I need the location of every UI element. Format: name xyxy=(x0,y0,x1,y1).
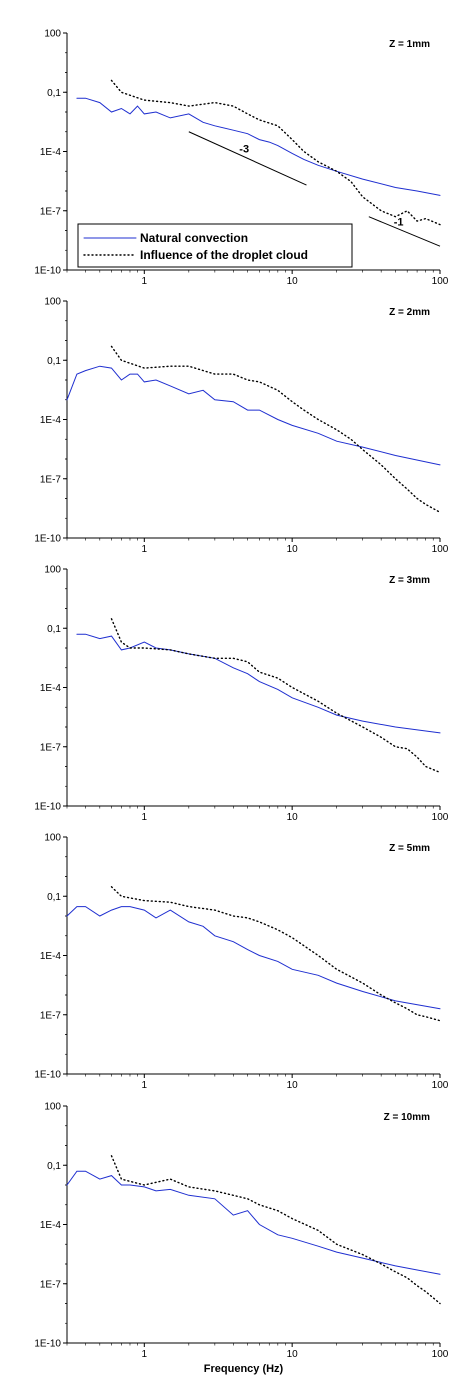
y-tick-label: 0,1 xyxy=(47,88,61,99)
y-tick-label: 0,1 xyxy=(47,1161,61,1172)
y-tick-label: 1E-10 xyxy=(34,1339,61,1350)
y-tick-label: 1E-7 xyxy=(40,474,62,485)
x-tick-label: 10 xyxy=(287,1080,299,1091)
y-tick-label: 0,1 xyxy=(47,892,61,903)
y-tick-label: 1E-4 xyxy=(40,415,62,426)
y-tick-label: 100 xyxy=(44,565,61,576)
y-tick-label: 1E-7 xyxy=(40,742,62,753)
x-tick-label: 10 xyxy=(287,544,299,555)
y-tick-label: 0,1 xyxy=(47,356,61,367)
x-tick-label: 1 xyxy=(142,812,148,823)
y-tick-label: 1E-4 xyxy=(40,1220,62,1231)
series-natural-convection-line xyxy=(76,97,441,196)
y-tick-label: 100 xyxy=(44,833,61,844)
chart-panel-2: 100 0,1 1E-4 1E-7 1E-10 1 10 100 Z = 2mm xyxy=(34,297,448,556)
legend-entry: Influence of the droplet cloud xyxy=(140,248,308,262)
y-tick-label: 1E-10 xyxy=(34,802,61,813)
series-droplet-cloud-line xyxy=(110,345,441,513)
series-droplet-cloud-line xyxy=(110,618,441,774)
y-tick-label: 100 xyxy=(44,297,61,308)
y-tick-label: 1E-7 xyxy=(40,1010,62,1021)
panel-label: Z = 1mm xyxy=(389,39,430,50)
y-tick-label: 1E-4 xyxy=(40,147,62,158)
y-tick-label: 1E-7 xyxy=(40,1279,62,1290)
x-tick-label: 1 xyxy=(142,276,148,287)
y-tick-label: 100 xyxy=(44,29,61,40)
y-tick-label: 0,1 xyxy=(47,624,61,635)
y-tick-label: 1E-10 xyxy=(34,266,61,277)
x-tick-label: 1 xyxy=(142,1080,148,1091)
series-droplet-cloud-line xyxy=(110,1155,441,1305)
y-tick-label: 1E-4 xyxy=(40,683,62,694)
series-natural-convection-line xyxy=(66,1170,441,1275)
legend-box xyxy=(77,223,353,268)
y-tick-label: 1E-7 xyxy=(40,206,62,217)
slope-label: -1 xyxy=(394,216,404,228)
x-tick-label: 100 xyxy=(432,1080,449,1091)
x-tick-label: 1 xyxy=(142,1349,148,1360)
chart-panel-4: 100 0,1 1E-4 1E-7 1E-10 1 10 100 Z = 5mm xyxy=(34,833,448,1092)
panel-label: Z = 10mm xyxy=(384,1112,431,1123)
panel-label: Z = 3mm xyxy=(389,575,430,586)
chart-panel-5: 100 0,1 1E-4 1E-7 1E-10 1 10 100 Z = 10mm Frequen… xyxy=(34,1102,448,1376)
series-droplet-cloud-line xyxy=(110,886,441,1022)
y-tick-label: 1E-10 xyxy=(34,534,61,545)
series-natural-convection-line xyxy=(66,906,441,1010)
slope-line xyxy=(368,216,441,247)
panel-label: Z = 5mm xyxy=(389,843,430,854)
chart-panel-1: 100 0,1 1E-4 1E-7 1E-10 1 10 100 Z = 1mm -3 -1 Natu… xyxy=(34,29,448,288)
x-tick-label: 100 xyxy=(432,276,449,287)
y-tick-label: 100 xyxy=(44,1102,61,1113)
x-tick-label: 100 xyxy=(432,544,449,555)
x-tick-label: 100 xyxy=(432,812,449,823)
x-axis-label: Frequency (Hz) xyxy=(204,1363,284,1375)
slope-label: -3 xyxy=(239,143,249,155)
legend-entry: Natural convection xyxy=(140,231,248,245)
x-tick-label: 1 xyxy=(142,544,148,555)
x-tick-label: 10 xyxy=(287,276,299,287)
x-tick-label: 10 xyxy=(287,1349,299,1360)
chart-panel-3: 100 0,1 1E-4 1E-7 1E-10 1 10 100 Z = 3mm xyxy=(34,565,448,824)
series-droplet-cloud-line xyxy=(110,79,441,226)
y-tick-label: 1E-4 xyxy=(40,951,62,962)
series-natural-convection-line xyxy=(76,633,441,734)
slope-line xyxy=(188,131,307,186)
legend: Natural convection Influence of the dropl… xyxy=(77,223,353,268)
series-natural-convection-line xyxy=(66,365,441,466)
x-tick-label: 100 xyxy=(432,1349,449,1360)
y-tick-label: 1E-10 xyxy=(34,1070,61,1081)
x-tick-label: 10 xyxy=(287,812,299,823)
panel-label: Z = 2mm xyxy=(389,307,430,318)
